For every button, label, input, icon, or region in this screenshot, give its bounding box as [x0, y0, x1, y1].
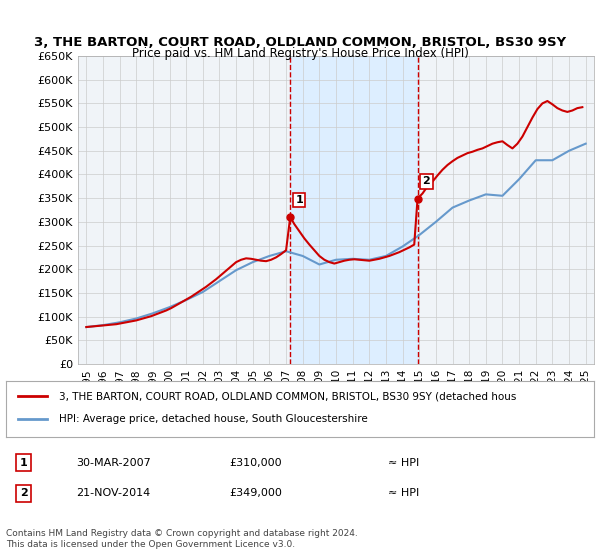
- Text: 3, THE BARTON, COURT ROAD, OLDLAND COMMON, BRISTOL, BS30 9SY (detached hous: 3, THE BARTON, COURT ROAD, OLDLAND COMMO…: [59, 391, 516, 402]
- Text: Price paid vs. HM Land Registry's House Price Index (HPI): Price paid vs. HM Land Registry's House …: [131, 46, 469, 60]
- Text: ≈ HPI: ≈ HPI: [388, 458, 419, 468]
- Text: 2: 2: [20, 488, 28, 498]
- Text: 2: 2: [422, 176, 430, 186]
- Text: 30-MAR-2007: 30-MAR-2007: [77, 458, 151, 468]
- Text: £349,000: £349,000: [229, 488, 283, 498]
- Text: ≈ HPI: ≈ HPI: [388, 488, 419, 498]
- Text: Contains HM Land Registry data © Crown copyright and database right 2024.
This d: Contains HM Land Registry data © Crown c…: [6, 529, 358, 549]
- Text: 1: 1: [295, 195, 303, 205]
- Text: 21-NOV-2014: 21-NOV-2014: [77, 488, 151, 498]
- Text: HPI: Average price, detached house, South Gloucestershire: HPI: Average price, detached house, Sout…: [59, 414, 368, 424]
- Bar: [290, 56, 418, 364]
- Text: £310,000: £310,000: [229, 458, 282, 468]
- Text: 3, THE BARTON, COURT ROAD, OLDLAND COMMON, BRISTOL, BS30 9SY: 3, THE BARTON, COURT ROAD, OLDLAND COMMO…: [34, 35, 566, 49]
- Text: 1: 1: [20, 458, 28, 468]
